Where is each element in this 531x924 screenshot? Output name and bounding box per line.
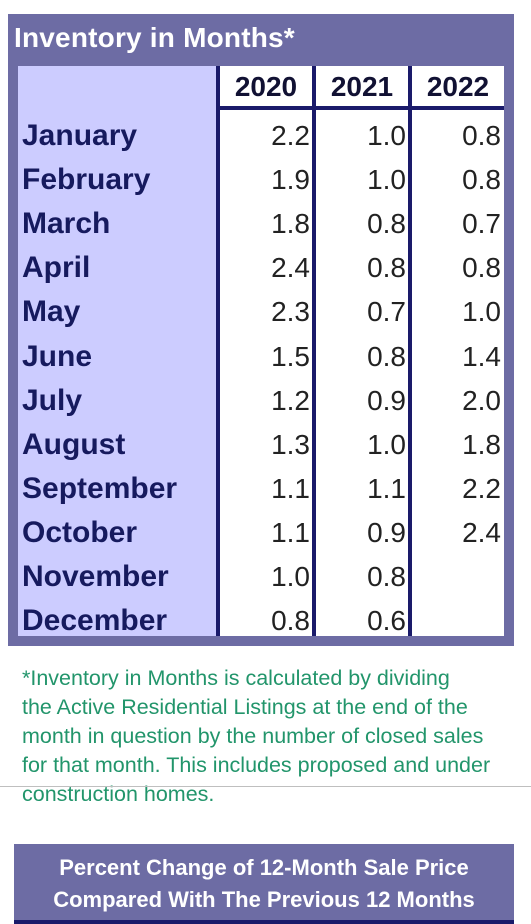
table-cell: 0.8	[271, 605, 310, 637]
table-cell: 1.3	[271, 428, 310, 460]
inventory-table: 2020 2021 2022 January 2.2 1.0 0.8 February 1…	[18, 66, 504, 637]
table-cell: 1.5	[271, 340, 310, 372]
table-cell: 0.8	[462, 120, 501, 151]
table-cell: 0.9	[367, 384, 406, 416]
table-cell: 0.9	[367, 516, 406, 548]
month-label: November	[22, 560, 169, 593]
footnote-line: *Inventory in Months is calculated by di…	[22, 666, 450, 690]
table-cell: 0.8	[462, 252, 501, 284]
footnote-line: for that month. This includes proposed a…	[22, 753, 491, 777]
divider-line	[0, 786, 531, 787]
month-label: September	[22, 471, 178, 505]
footnote-line: month in question by the number of close…	[22, 724, 484, 748]
table-cell: 1.1	[271, 472, 310, 504]
table-cell: 2.0	[462, 384, 501, 416]
table-title: Inventory in Months*	[14, 22, 295, 53]
month-label: August	[22, 427, 126, 461]
footnote-line: the Active Residential Listings at the e…	[22, 695, 468, 719]
table-cell: 1.1	[367, 472, 406, 504]
table-cell: 1.9	[271, 164, 310, 196]
table-cell: 0.8	[367, 561, 406, 592]
table-cell: 1.0	[271, 561, 310, 592]
month-label: June	[22, 339, 93, 373]
month-label: April	[22, 251, 91, 285]
table-cell: 0.8	[367, 340, 406, 372]
banner-line: Percent Change of 12-Month Sale Price	[59, 855, 469, 880]
month-label: February	[22, 163, 151, 197]
header-divider	[218, 106, 504, 110]
month-label: May	[22, 295, 81, 329]
section-banner: Percent Change of 12-Month Sale Price Co…	[14, 844, 514, 924]
table-cell: 1.0	[367, 428, 406, 460]
table-cell: 1.8	[271, 208, 310, 240]
footnote: *Inventory in Months is calculated by di…	[22, 664, 527, 809]
month-label: March	[22, 207, 111, 241]
table-cell: 1.2	[271, 384, 310, 416]
table-cell: 2.4	[271, 252, 310, 284]
table-cell: 2.2	[462, 472, 501, 504]
table-cell: 0.8	[462, 164, 501, 196]
column-divider	[408, 66, 412, 636]
month-label: October	[22, 515, 138, 549]
table-cell: 1.0	[462, 296, 501, 328]
month-label: January	[22, 119, 138, 152]
month-label: December	[22, 604, 168, 638]
month-label: July	[22, 383, 83, 417]
table-cell: 0.8	[367, 252, 406, 284]
banner-underline	[14, 920, 514, 924]
table-cell: 1.8	[462, 428, 501, 460]
column-header: 2022	[426, 71, 490, 102]
column-header: 2020	[234, 71, 298, 102]
column-header: 2021	[330, 71, 394, 102]
table-cell	[421, 555, 501, 599]
table-cell: 2.4	[462, 516, 501, 548]
table-cell: 1.0	[367, 120, 406, 151]
table-cell: 0.7	[367, 296, 406, 328]
table-cell: 2.2	[271, 120, 310, 151]
column-divider	[312, 66, 316, 636]
banner-title: Percent Change of 12-Month Sale Price Co…	[14, 852, 514, 916]
column-divider	[216, 66, 220, 636]
month-column	[18, 66, 216, 636]
table-cell	[421, 599, 501, 643]
table-cell: 1.1	[271, 516, 310, 548]
banner-line: Compared With The Previous 12 Months	[53, 887, 475, 912]
table-cell: 0.7	[462, 208, 501, 240]
table-cell: 1.0	[367, 164, 406, 196]
table-cell: 2.3	[271, 296, 310, 328]
footnote-line: construction homes.	[22, 782, 215, 806]
table-cell: 0.8	[367, 208, 406, 240]
table-cell: 0.6	[367, 605, 406, 637]
table-cell: 1.4	[462, 340, 501, 372]
